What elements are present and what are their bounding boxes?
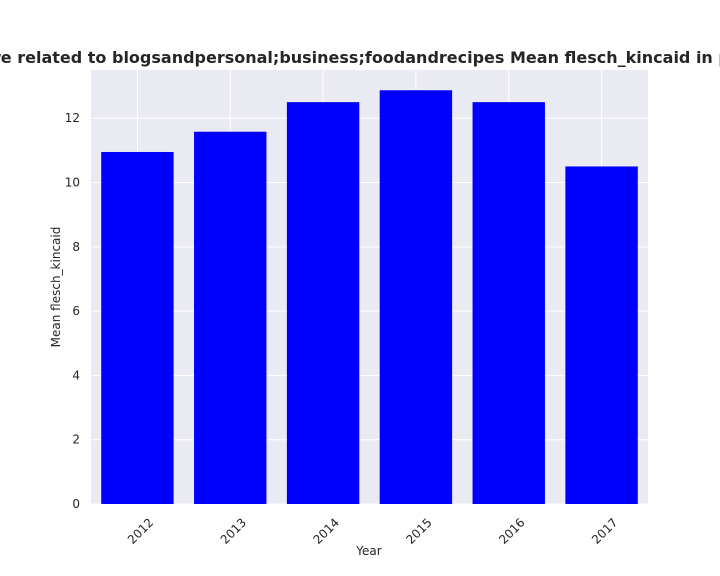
y-tick-labels: 0 2 4 6 8 10 12 — [65, 111, 80, 511]
x-tick-label: 2017 — [589, 515, 620, 546]
y-tick-label: 4 — [72, 368, 80, 382]
bars — [101, 90, 638, 505]
chart-title: Categories are related to blogsandperson… — [0, 48, 720, 67]
plot-area — [91, 70, 648, 504]
x-axis-label: Year — [355, 544, 381, 558]
bar-2016 — [472, 102, 545, 505]
y-tick-label: 8 — [72, 240, 80, 254]
y-tick-label: 0 — [72, 497, 80, 511]
x-tick-label: 2012 — [125, 515, 156, 546]
x-tick-labels: 2012 2013 2014 2015 2016 2017 — [125, 515, 621, 546]
x-tick-label: 2013 — [218, 515, 249, 546]
y-tick-label: 12 — [65, 111, 80, 125]
bar-2014 — [286, 102, 360, 505]
y-tick-label: 2 — [72, 433, 80, 447]
x-tick-label: 2015 — [403, 515, 434, 546]
y-axis-label: Mean flesch_kincaid — [49, 227, 63, 348]
bar-2015 — [379, 90, 453, 505]
bar-2013 — [194, 131, 267, 505]
bar-2012 — [101, 151, 174, 504]
bar-2017 — [565, 166, 638, 504]
x-tick-label: 2014 — [311, 515, 342, 546]
y-tick-label: 10 — [65, 176, 80, 190]
x-tick-label: 2016 — [496, 515, 527, 546]
y-tick-label: 6 — [72, 304, 80, 318]
